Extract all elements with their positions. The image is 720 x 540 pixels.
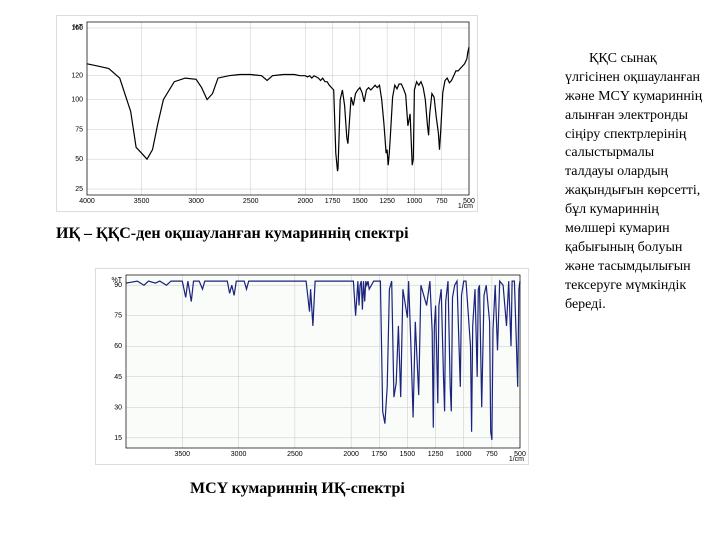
caption-chart1: ИҚ – ҚҚС-ден оқшауланған кумариннің спек… — [56, 225, 516, 243]
svg-text:1750: 1750 — [371, 451, 387, 458]
svg-text:1750: 1750 — [325, 198, 341, 205]
svg-text:120: 120 — [71, 73, 83, 80]
svg-text:60: 60 — [114, 343, 122, 350]
ir-spectrum-chart-isolated: 2550751001201604000350030002500200017501… — [56, 15, 478, 212]
svg-text:50: 50 — [75, 156, 83, 163]
svg-text:750: 750 — [436, 198, 448, 205]
svg-text:2000: 2000 — [297, 198, 313, 205]
svg-text:1/cm: 1/cm — [509, 456, 524, 463]
svg-text:2000: 2000 — [343, 451, 359, 458]
svg-text:1000: 1000 — [456, 451, 472, 458]
svg-text:75: 75 — [114, 313, 122, 320]
svg-text:25: 25 — [75, 186, 83, 193]
svg-text:75: 75 — [75, 126, 83, 133]
ir-spectrum-chart-mcy: 1530456075903500300025002000175015001250… — [95, 268, 529, 465]
svg-text:3500: 3500 — [174, 451, 190, 458]
svg-text:3000: 3000 — [188, 198, 204, 205]
svg-text:4000: 4000 — [79, 198, 95, 205]
svg-text:1250: 1250 — [379, 198, 395, 205]
svg-text:%T: %T — [112, 277, 123, 284]
svg-text:100: 100 — [71, 97, 83, 104]
svg-text:1000: 1000 — [407, 198, 423, 205]
svg-text:1500: 1500 — [400, 451, 416, 458]
body-paragraph-p: ҚҚС сынақ үлгісінен оқшауланған және MCY… — [565, 50, 705, 314]
svg-text:3000: 3000 — [231, 451, 247, 458]
body-paragraph: ҚҚС сынақ үлгісінен оқшауланған және MCY… — [565, 50, 705, 314]
page-root: 2550751001201604000350030002500200017501… — [0, 0, 720, 540]
svg-text:15: 15 — [114, 435, 122, 442]
svg-text:2500: 2500 — [243, 198, 259, 205]
svg-text:3500: 3500 — [134, 198, 150, 205]
svg-text:1/cm: 1/cm — [458, 203, 473, 210]
svg-text:30: 30 — [114, 404, 122, 411]
svg-text:%T: %T — [73, 24, 84, 31]
svg-text:750: 750 — [486, 451, 498, 458]
caption-chart2: MCY кумариннің ИҚ-спектрі — [190, 480, 510, 498]
svg-text:1500: 1500 — [352, 198, 368, 205]
svg-text:2500: 2500 — [287, 451, 303, 458]
svg-text:1250: 1250 — [428, 451, 444, 458]
svg-text:45: 45 — [114, 374, 122, 381]
